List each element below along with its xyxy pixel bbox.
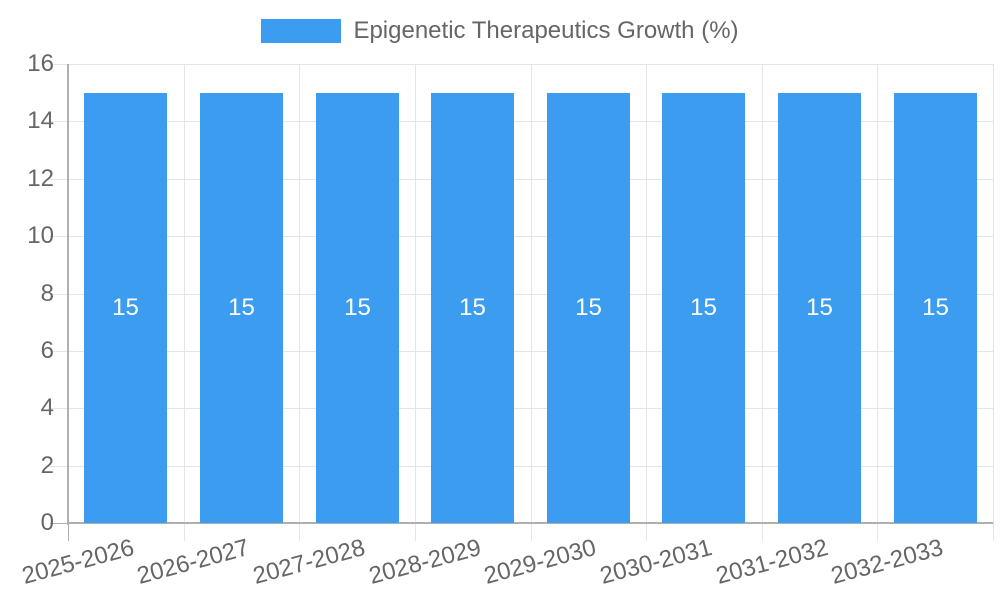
y-gridline <box>68 466 993 467</box>
y-gridline <box>68 294 993 295</box>
y-gridline <box>68 64 993 65</box>
bar-value-label: 15 <box>344 294 371 321</box>
x-axis-line <box>68 522 993 524</box>
y-axis-tick <box>50 121 68 122</box>
bar-value-label: 15 <box>575 294 602 321</box>
x-gridline <box>531 64 532 523</box>
x-gridline <box>415 64 416 523</box>
y-axis-label: 4 <box>40 394 54 421</box>
y-axis-label: 12 <box>27 165 54 192</box>
y-axis-label: 6 <box>40 337 54 364</box>
bar[interactable]: 15 <box>84 93 167 523</box>
bar[interactable]: 15 <box>778 93 861 523</box>
y-axis-label: 10 <box>27 222 54 249</box>
x-gridline <box>646 64 647 523</box>
x-axis-tick <box>68 523 69 541</box>
bar[interactable]: 15 <box>200 93 283 523</box>
x-axis-tick <box>877 523 878 541</box>
y-axis-tick <box>50 64 68 65</box>
y-axis-label: 16 <box>27 50 54 77</box>
y-axis-label: 14 <box>27 107 54 134</box>
legend-swatch <box>261 19 342 43</box>
x-axis-tick <box>184 523 185 541</box>
bar[interactable]: 15 <box>547 93 630 523</box>
y-axis-tick <box>50 294 68 295</box>
bar[interactable]: 15 <box>894 93 977 523</box>
x-axis-tick <box>415 523 416 541</box>
bar[interactable]: 15 <box>431 93 514 523</box>
y-axis-label: 2 <box>40 452 54 479</box>
y-axis-tick <box>50 523 68 524</box>
y-axis-tick <box>50 408 68 409</box>
y-axis-label: 0 <box>40 509 54 536</box>
y-gridline <box>68 408 993 409</box>
x-gridline <box>993 64 994 523</box>
x-gridline <box>184 64 185 523</box>
legend-label: Epigenetic Therapeutics Growth (%) <box>353 17 739 44</box>
y-gridline <box>68 351 993 352</box>
y-gridline <box>68 179 993 180</box>
y-axis-label: 8 <box>40 280 54 307</box>
y-axis-tick <box>50 236 68 237</box>
bar-value-label: 15 <box>690 294 717 321</box>
x-gridline <box>877 64 878 523</box>
x-gridline <box>762 64 763 523</box>
bar[interactable]: 15 <box>316 93 399 523</box>
y-gridline <box>68 121 993 122</box>
x-axis-tick <box>299 523 300 541</box>
y-axis-tick <box>50 179 68 180</box>
x-axis-tick <box>531 523 532 541</box>
y-axis-tick <box>50 466 68 467</box>
x-axis-tick <box>646 523 647 541</box>
legend-item[interactable]: Epigenetic Therapeutics Growth (%) <box>0 17 1000 45</box>
y-axis-tick <box>50 351 68 352</box>
y-axis-line <box>67 64 69 525</box>
bar-value-label: 15 <box>806 294 833 321</box>
x-gridline <box>299 64 300 523</box>
bar-value-label: 15 <box>112 294 139 321</box>
x-axis-tick <box>762 523 763 541</box>
x-axis-tick <box>993 523 994 541</box>
bar-value-label: 15 <box>459 294 486 321</box>
bar-value-label: 15 <box>922 294 949 321</box>
bar[interactable]: 15 <box>662 93 745 523</box>
bar-value-label: 15 <box>228 294 255 321</box>
y-gridline <box>68 236 993 237</box>
